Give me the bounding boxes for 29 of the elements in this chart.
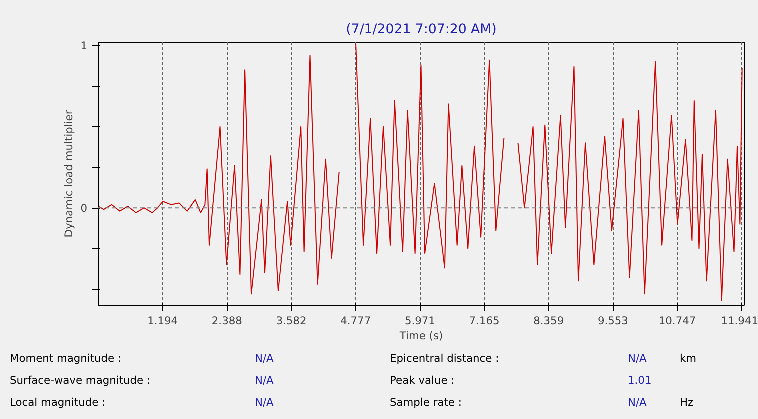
chart-title: (7/1/2021 7:07:20 AM): [346, 22, 497, 38]
x-tick-label: 3.582: [276, 314, 307, 328]
x-tick-label: 11.941: [721, 314, 758, 328]
text: Peak value :: [390, 373, 455, 388]
text: Epicentral distance :: [390, 351, 500, 366]
text: Moment magnitude :: [10, 351, 122, 366]
text: Local magnitude :: [10, 395, 106, 410]
x-axis-title: Time (s): [398, 330, 444, 342]
text: 1.01: [628, 373, 652, 388]
x-tick-label: 1.194: [148, 314, 178, 328]
text: Hz: [680, 395, 694, 410]
y-tick-label: 1: [80, 40, 88, 53]
x-tick-label: 2.388: [212, 314, 243, 328]
y-axis-title: Dynamic load multiplier: [62, 110, 76, 238]
y-tick-label: 0: [80, 202, 88, 216]
x-tick-label: 9.553: [598, 314, 628, 328]
x-tick-label: 8.359: [534, 314, 564, 328]
x-tick-label: 5.971: [404, 314, 436, 328]
text: Sample rate :: [390, 395, 462, 410]
text: N/A: [628, 395, 647, 410]
x-tick-label: 10.747: [658, 314, 696, 328]
text: N/A: [255, 351, 274, 366]
x-tick-label: 4.777: [340, 314, 372, 328]
text: N/A: [628, 351, 647, 366]
text: N/A: [255, 373, 274, 388]
text: km: [680, 351, 697, 366]
text: N/A: [255, 395, 274, 410]
text: Surface-wave magnitude :: [10, 373, 151, 388]
x-tick-label: 7.165: [469, 314, 500, 328]
